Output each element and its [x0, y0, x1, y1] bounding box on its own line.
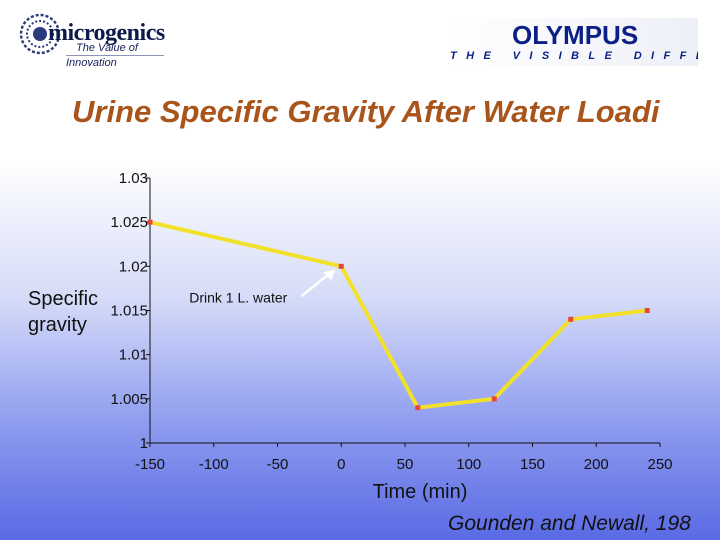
y-axis-label-line-2: gravity	[28, 314, 87, 336]
y-tick-label: 1.025	[110, 214, 148, 231]
chart-title: Urine Specific Gravity After Water Loadi	[72, 94, 660, 129]
olympus-tagline: THE VISIBLE DIFFERENCE	[450, 50, 698, 62]
source-citation: Gounden and Newall, 198	[448, 512, 691, 535]
microgenics-logo: microgenics The Value of Innovation	[18, 12, 166, 72]
data-point	[338, 263, 344, 269]
y-tick-label: 1	[140, 435, 148, 452]
x-tick-label: -100	[199, 456, 229, 473]
y-axis-label-line-1: Specific	[28, 288, 99, 310]
logo-tagline-line-2: Innovation	[66, 57, 117, 69]
chart-annotations: Drink 1 L. water	[189, 269, 336, 305]
logo-divider	[66, 55, 164, 56]
x-tick-label: 0	[337, 456, 345, 473]
x-tick-label: -50	[267, 456, 289, 473]
x-tick-label: 100	[456, 456, 481, 473]
x-tick-label: 250	[647, 456, 672, 473]
data-point	[491, 396, 497, 402]
y-tick-label: 1.015	[110, 303, 148, 320]
y-tick-label: 1.02	[119, 258, 148, 275]
data-point	[147, 219, 153, 225]
olympus-wordmark: OLYMPUS	[512, 20, 639, 50]
y-tick-label: 1.005	[110, 391, 148, 408]
data-point	[568, 316, 574, 322]
annotation-label: Drink 1 L. water	[189, 289, 287, 305]
annotation-arrow-head	[323, 269, 336, 281]
data-point	[644, 308, 650, 313]
chart-plot	[147, 219, 650, 411]
data-point	[415, 405, 421, 411]
olympus-logo: OLYMPUS THE VISIBLE DIFFERENCE	[450, 18, 698, 66]
x-tick-label: 150	[520, 456, 545, 473]
chart-axes	[149, 178, 660, 444]
annotation-arrow-line	[300, 271, 333, 298]
x-tick-label: 200	[584, 456, 609, 473]
y-axis-label: Specific gravity	[28, 286, 118, 338]
y-tick-label: 1.01	[119, 347, 148, 364]
x-axis-label: Time (min)	[372, 481, 468, 503]
microgenics-globe-icon	[19, 13, 61, 55]
chart-ticks: 1 1.005 1.01 1.015 1.02 1.025 1.03 -150 -100 -50 0…	[110, 170, 672, 473]
x-tick-label: -150	[135, 456, 165, 473]
microgenics-wordmark: microgenics	[48, 20, 165, 46]
series-line	[149, 220, 648, 410]
y-tick-label: 1.03	[119, 170, 148, 187]
x-tick-label: 50	[397, 456, 414, 473]
logo-tagline-line-1: The Value of	[76, 42, 138, 54]
